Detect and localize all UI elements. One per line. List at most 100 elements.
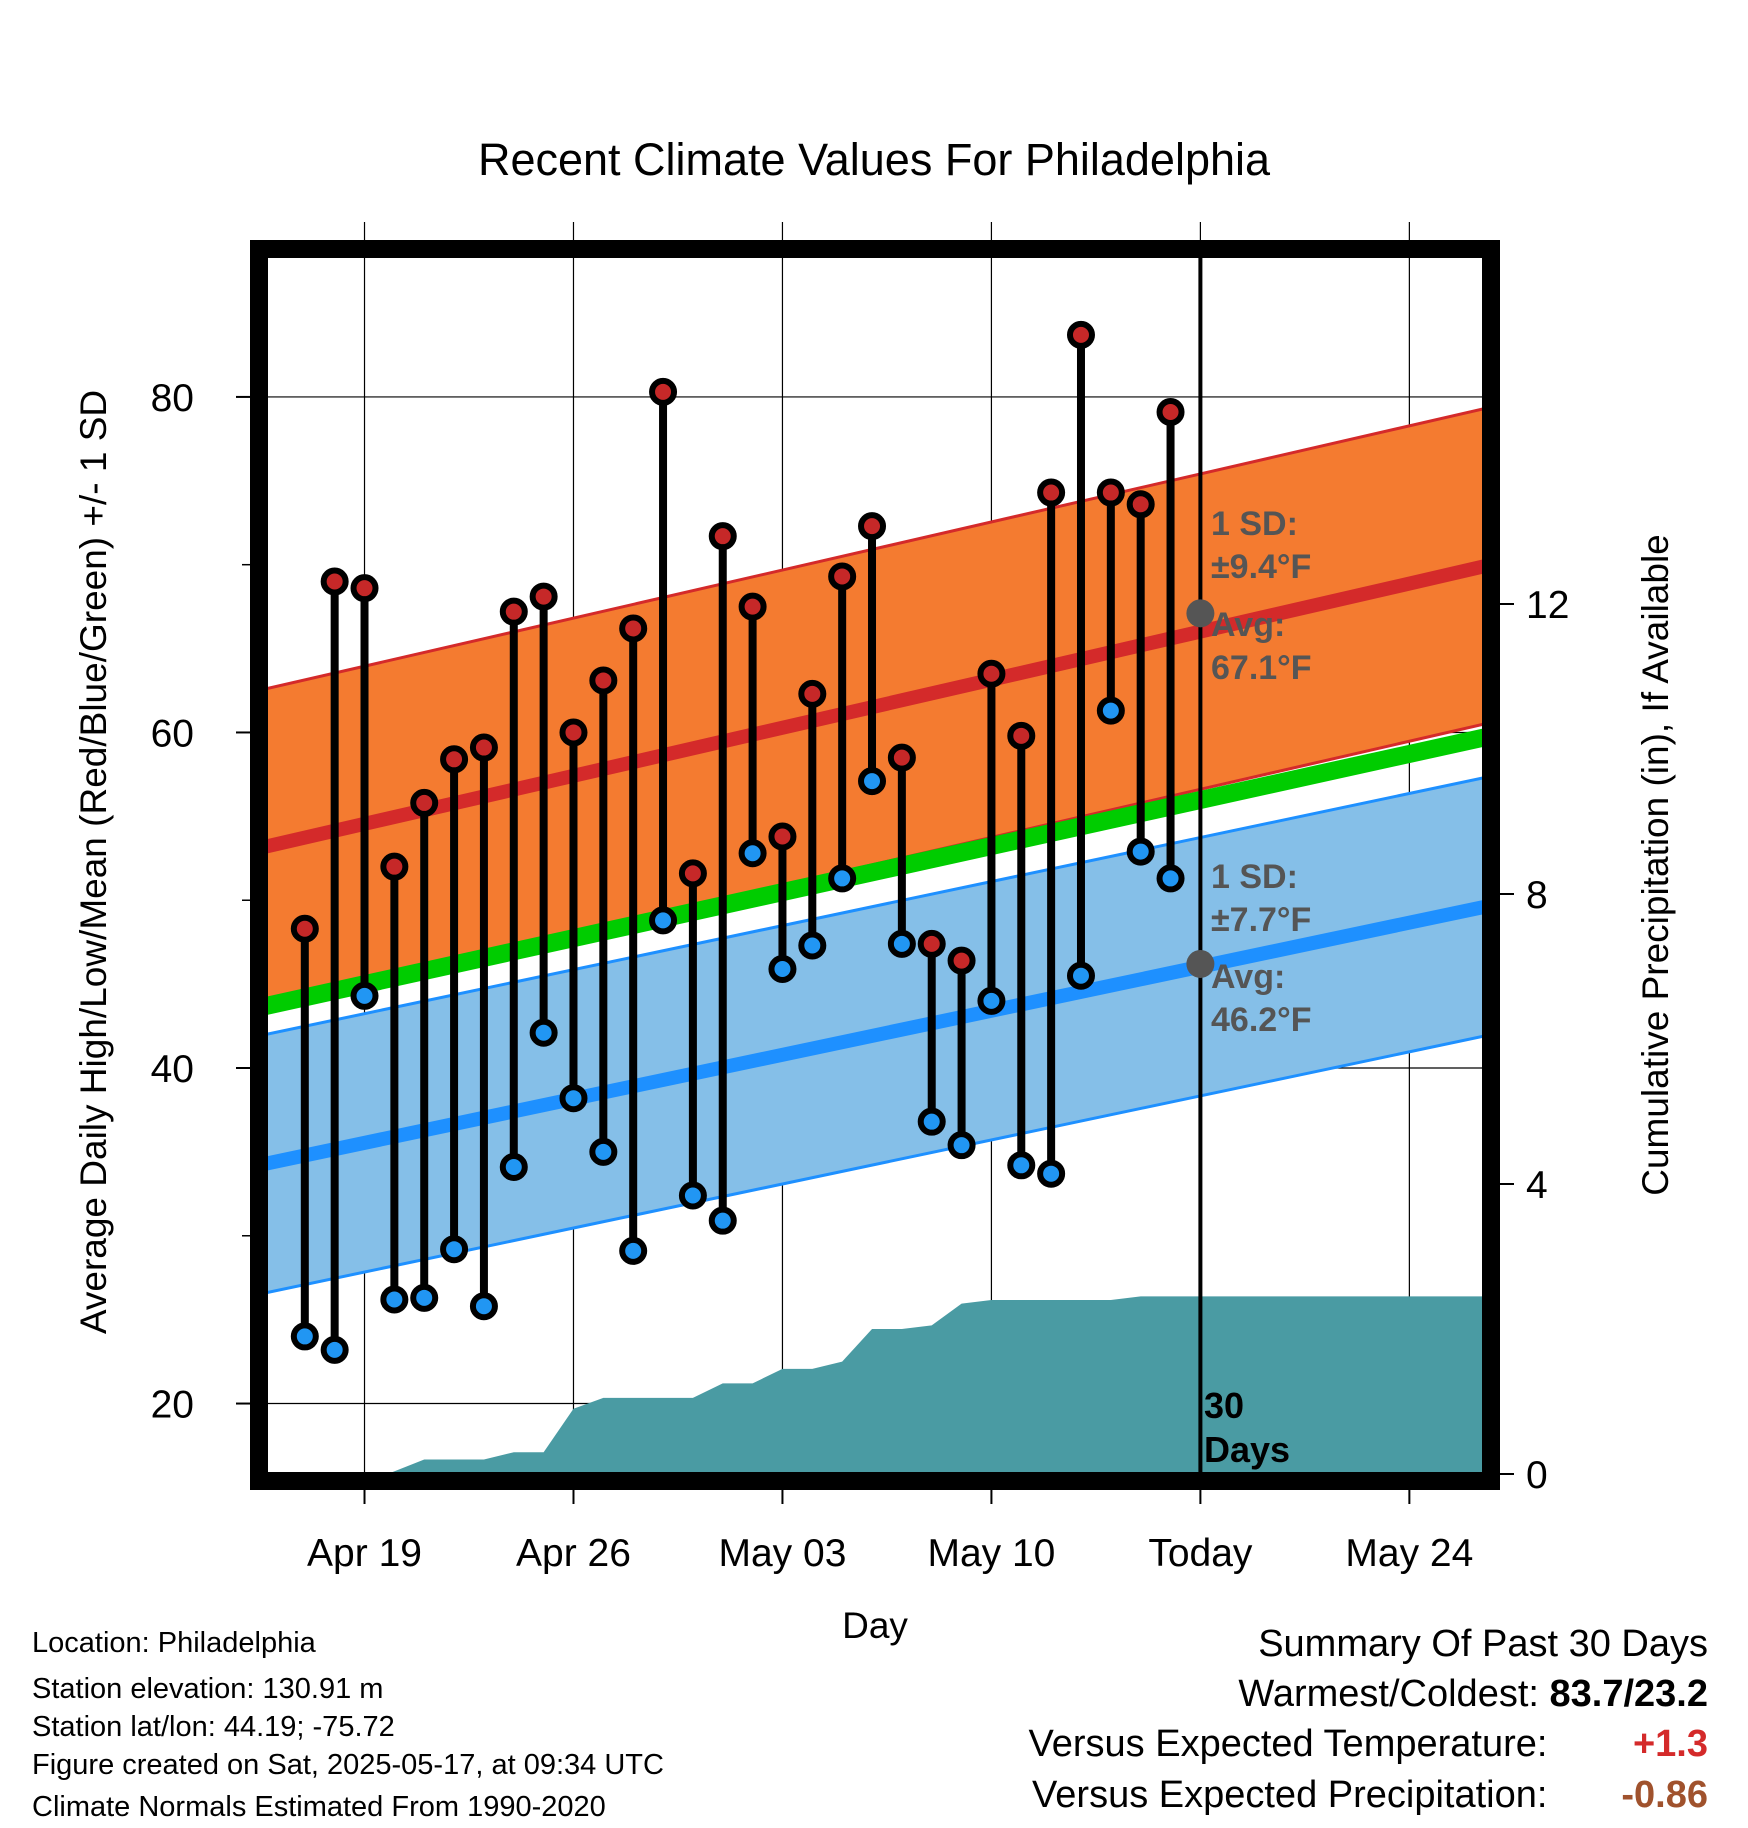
high-avg-value: 67.1°F <box>1211 649 1312 687</box>
precip-value: -0.86 <box>1621 1774 1708 1816</box>
low-normal-line <box>266 900 1484 1171</box>
daily-low-marker <box>917 1107 946 1136</box>
daily-high-marker <box>1007 721 1036 750</box>
daily-high-marker <box>828 562 857 591</box>
daily-low-marker <box>1126 837 1155 866</box>
daily-high-marker <box>768 822 797 851</box>
footer-created: Figure created on Sat, 2025-05-17, at 09… <box>32 1749 664 1781</box>
precipitation-area <box>304 1296 1484 1474</box>
daily-low-marker <box>440 1235 469 1264</box>
warm-cold-label: Warmest/Coldest: <box>1238 1673 1539 1715</box>
daily-low-marker <box>619 1236 648 1265</box>
y-tick-label: 40 <box>151 1048 194 1091</box>
summary-precip: Versus Expected Precipitation: -0.86 <box>1032 1774 1708 1817</box>
low-band-upper <box>266 776 1484 1036</box>
footer-location: Location: Philadelphia <box>32 1627 316 1659</box>
daily-high-marker <box>887 743 916 772</box>
daily-high-marker <box>1037 478 1066 507</box>
x-tick-label: Apr 26 <box>516 1532 631 1575</box>
y2-tick-label: 12 <box>1526 584 1569 627</box>
daily-high-marker <box>708 522 737 551</box>
daily-high-marker <box>559 718 588 747</box>
axis-ticks: Apr 19 Apr 26 May 03 May 10 Today May 2420406… <box>151 377 1570 1575</box>
daily-high-marker <box>380 852 409 881</box>
daily-high-marker <box>917 929 946 958</box>
x-tick-label: Apr 19 <box>307 1532 422 1575</box>
y2-tick-label: 0 <box>1526 1454 1548 1497</box>
chart-title: Recent Climate Values For Philadelphia <box>478 134 1271 185</box>
summary-warm-cold: Warmest/Coldest: 83.7/23.2 <box>1238 1673 1708 1716</box>
days-label-line1: 30 <box>1204 1385 1244 1426</box>
warm-cold-value: 83.7/23.2 <box>1549 1673 1708 1715</box>
normal-annotations: 1 SD: ±9.4°F Avg: 67.1°F 1 SD: ±7.7°F Av… <box>1186 505 1312 1470</box>
daily-high-marker <box>947 946 976 975</box>
daily-high-marker <box>320 567 349 596</box>
daily-high-marker <box>977 659 1006 688</box>
low-avg-marker <box>1186 949 1215 978</box>
daily-low-marker <box>768 955 797 984</box>
low-avg-value: 46.2°F <box>1211 1001 1312 1039</box>
daily-low-marker <box>678 1181 707 1210</box>
daily-high-marker <box>858 512 887 541</box>
high-avg-label: Avg: <box>1211 606 1285 644</box>
low-sd-label: 1 SD: <box>1211 858 1298 896</box>
daily-stems <box>300 334 1175 1350</box>
temp-value: +1.3 <box>1632 1723 1708 1765</box>
mean-normal-line <box>266 728 1484 1015</box>
x-axis-label: Day <box>842 1605 908 1646</box>
daily-low-marker <box>350 981 379 1010</box>
daily-high-marker <box>1066 320 1095 349</box>
daily-high-marker <box>410 788 439 817</box>
daily-low-marker <box>887 929 916 958</box>
daily-low-marker <box>469 1292 498 1321</box>
daily-high-marker <box>1126 490 1155 519</box>
daily-low-marker <box>738 839 767 868</box>
daily-high-marker <box>440 745 469 774</box>
daily-low-marker <box>410 1283 439 1312</box>
daily-low-marker <box>1156 864 1185 893</box>
daily-low-marker <box>649 906 678 935</box>
daily-low-marker <box>858 767 887 796</box>
daily-low-marker <box>380 1285 409 1314</box>
daily-high-marker <box>678 859 707 888</box>
plot-frame <box>250 240 1500 1490</box>
y2-axis-label: Cumulative Precipitation (in), If Availa… <box>1635 534 1676 1196</box>
daily-low-marker <box>529 1018 558 1047</box>
y-tick-label: 80 <box>151 377 194 420</box>
y2-tick-label: 4 <box>1526 1164 1548 1207</box>
summary-temp: Versus Expected Temperature: +1.3 <box>1029 1723 1708 1766</box>
y-tick-label: 60 <box>151 712 194 755</box>
y-tick-label: 20 <box>151 1384 194 1427</box>
high-sd-value: ±9.4°F <box>1211 548 1311 586</box>
daily-markers <box>290 320 1185 1364</box>
daily-low-marker <box>1096 696 1125 725</box>
daily-high-marker <box>350 574 379 603</box>
daily-low-marker <box>1037 1159 1066 1188</box>
daily-low-marker <box>708 1206 737 1235</box>
low-avg-label: Avg: <box>1211 958 1285 996</box>
daily-high-marker <box>589 666 618 695</box>
daily-low-marker <box>589 1137 618 1166</box>
daily-high-marker <box>290 914 319 943</box>
daily-low-marker <box>977 986 1006 1015</box>
high-sd-label: 1 SD: <box>1211 505 1298 543</box>
daily-high-marker <box>619 614 648 643</box>
x-tick-label: May 03 <box>719 1532 847 1575</box>
daily-high-marker <box>1156 398 1185 427</box>
daily-high-marker <box>499 597 528 626</box>
daily-low-marker <box>1066 961 1095 990</box>
cumulative-precip-area <box>304 1296 1484 1474</box>
footer-latlon: Station lat/lon: 44.19; -75.72 <box>32 1711 395 1743</box>
x-tick-label: Today <box>1148 1532 1253 1575</box>
daily-high-marker <box>529 582 558 611</box>
daily-high-marker <box>738 592 767 621</box>
y2-tick-label: 8 <box>1526 874 1548 917</box>
daily-low-marker <box>1007 1151 1036 1180</box>
daily-high-marker <box>798 679 827 708</box>
precip-label: Versus Expected Precipitation: <box>1032 1774 1548 1816</box>
days-label-line2: Days <box>1204 1429 1290 1470</box>
x-tick-label: May 10 <box>927 1532 1055 1575</box>
high-avg-marker <box>1186 599 1215 628</box>
daily-low-marker <box>499 1152 528 1181</box>
